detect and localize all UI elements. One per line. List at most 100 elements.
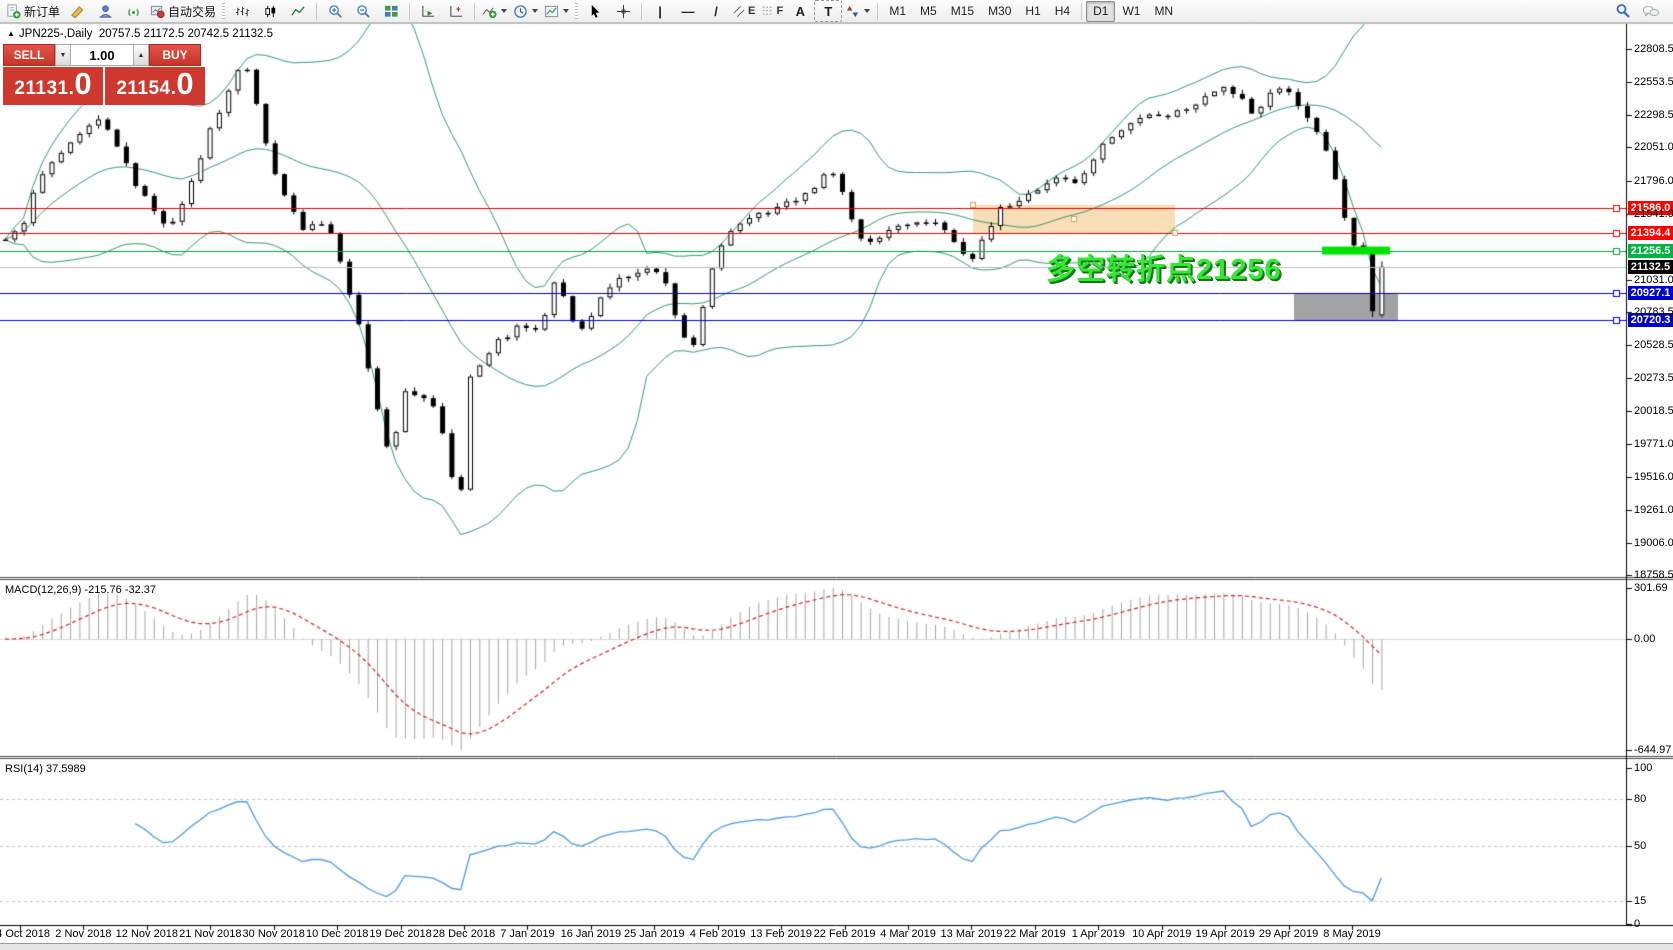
chart-ohlc: 20757.5 21172.5 20742.5 21132.5 <box>98 28 273 40</box>
chart-collapse-icon[interactable]: ▲ <box>7 29 15 38</box>
chart-shift-button[interactable] <box>442 0 470 22</box>
text-label-tool-button[interactable]: T <box>814 0 843 22</box>
toolbar-separator <box>474 2 476 20</box>
chart-shift-icon <box>449 4 464 19</box>
candlestick-chart-icon <box>263 4 278 19</box>
chart-header: ▲ JPN225-,Daily 20757.5 21172.5 20742.5 2… <box>7 28 273 40</box>
toolbar-grip <box>222 3 226 19</box>
buy-button[interactable]: BUY <box>149 44 201 66</box>
clock-icon <box>513 4 528 19</box>
horizontal-line-tool-button[interactable]: — <box>674 0 702 22</box>
macd-indicator-label: MACD(12,26,9) -215.76 -32.37 <box>5 584 157 596</box>
toolbar-separator <box>877 2 879 20</box>
toolbar-separator <box>1081 2 1083 20</box>
chart-symbol-period: JPN225-,Daily <box>18 28 93 40</box>
volume-input[interactable] <box>71 44 133 66</box>
zoom-in-icon <box>328 4 343 19</box>
metaeditor-button[interactable] <box>63 0 91 22</box>
timeframe-button-m5[interactable]: M5 <box>920 3 937 18</box>
one-click-trading-panel: SELL ▼ ▲ BUY 21131.0 21154.0 <box>3 44 205 105</box>
autotrading-label: 自动交易 <box>168 4 217 19</box>
tile-windows-icon <box>384 4 399 19</box>
new-order-button[interactable]: 新订单 <box>3 0 63 22</box>
mql5-community-button[interactable] <box>91 0 119 22</box>
search-icon <box>1615 3 1631 19</box>
dropdown-caret <box>563 9 570 13</box>
timeframe-button-h1[interactable]: H1 <box>1025 3 1041 18</box>
channel-icon <box>733 5 745 18</box>
cursor-tool-button[interactable] <box>581 0 609 22</box>
sell-price-main: 21131. <box>14 78 75 99</box>
trendline-icon: / <box>714 3 718 19</box>
auto-scroll-icon <box>421 4 436 19</box>
window-bottom-edge <box>0 943 1673 950</box>
buy-price[interactable]: 21154. 0 <box>105 67 205 105</box>
text-tool-button[interactable]: A <box>786 0 814 22</box>
volume-decrease-button[interactable]: ▼ <box>55 44 71 66</box>
macd-pane-separator[interactable] <box>0 575 1673 582</box>
periods-button[interactable] <box>510 0 541 22</box>
tile-windows-button[interactable] <box>377 0 405 22</box>
text-icon: A <box>795 3 806 19</box>
timeframe-button-w1[interactable]: W1 <box>1122 3 1141 18</box>
auto-scroll-button[interactable] <box>414 0 442 22</box>
fibonacci-icon <box>762 5 774 18</box>
crosshair-icon <box>616 4 631 19</box>
timeframe-button-m1[interactable]: M1 <box>889 3 907 18</box>
vertical-line-tool-button[interactable]: | <box>646 0 674 22</box>
zoom-in-button[interactable] <box>321 0 349 22</box>
cursor-icon <box>588 4 603 19</box>
timeframe-button-m15[interactable]: M15 <box>950 3 975 18</box>
indicators-icon <box>482 4 497 19</box>
rsi-indicator-label: RSI(14) 37.5989 <box>5 763 86 775</box>
new-order-icon <box>6 3 21 19</box>
autotrading-button[interactable]: 自动交易 <box>147 0 219 22</box>
autotrading-icon <box>150 4 165 19</box>
vertical-line-icon: | <box>658 3 662 19</box>
volume-increase-button[interactable]: ▲ <box>133 44 149 66</box>
arrows-tool-button[interactable] <box>842 0 873 22</box>
signals-button[interactable] <box>119 0 147 22</box>
signals-icon <box>126 4 141 19</box>
sell-price[interactable]: 21131. 0 <box>3 67 103 105</box>
price-divider <box>103 67 105 105</box>
timeframe-button-d1[interactable]: D1 <box>1086 0 1116 22</box>
mql5-community-icon <box>98 4 113 19</box>
new-order-label: 新订单 <box>24 4 61 19</box>
line-chart-button[interactable] <box>284 0 312 22</box>
timeframe-button-h4[interactable]: H4 <box>1054 3 1071 18</box>
equidistant-channel-tool-button[interactable]: E <box>730 0 758 22</box>
trendline-tool-button[interactable]: / <box>702 0 730 22</box>
zoom-out-button[interactable] <box>349 0 377 22</box>
line-chart-icon <box>290 4 306 19</box>
zoom-out-icon <box>356 4 371 19</box>
timeframe-group: M1 M5 M15 M30 H1 H4 D1 W1 MN <box>882 0 1180 22</box>
crosshair-tool-button[interactable] <box>609 0 637 22</box>
chat-icon <box>1642 4 1660 19</box>
dropdown-caret <box>864 9 871 13</box>
timeframe-button-mn[interactable]: MN <box>1154 3 1174 18</box>
bar-chart-button[interactable] <box>228 0 256 22</box>
templates-icon <box>544 4 559 19</box>
indicators-button[interactable] <box>479 0 510 22</box>
chat-button[interactable] <box>1637 0 1665 22</box>
timeframe-button-m30[interactable]: M30 <box>988 3 1012 18</box>
text-label-icon: T <box>824 3 833 19</box>
toolbar-right-group <box>1609 0 1665 22</box>
dropdown-caret <box>532 9 539 13</box>
search-button[interactable] <box>1609 0 1637 22</box>
channel-letter: E <box>748 5 756 17</box>
toolbar: 新订单 自动交易 <box>0 0 1673 23</box>
metaeditor-icon <box>70 4 85 19</box>
sell-button[interactable]: SELL <box>3 44 55 66</box>
buy-price-main: 21154. <box>116 78 177 99</box>
rsi-pane-separator[interactable] <box>0 754 1673 761</box>
candlestick-chart-button[interactable] <box>256 0 284 22</box>
templates-button[interactable] <box>541 0 572 22</box>
sell-price-pips: 0 <box>74 66 92 101</box>
toolbar-separator <box>316 2 318 20</box>
fibonacci-tool-button[interactable]: F <box>758 0 786 22</box>
chart-annotation-text[interactable]: 多空转折点21256 <box>1046 254 1282 286</box>
